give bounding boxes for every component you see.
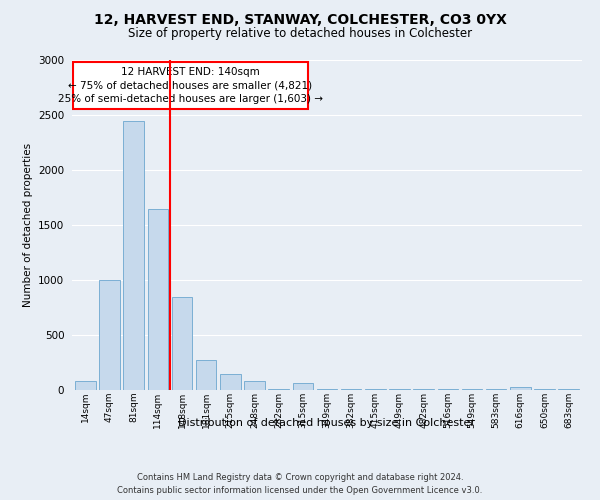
Text: Distribution of detached houses by size in Colchester: Distribution of detached houses by size … [179, 418, 476, 428]
Bar [510, 387, 530, 390]
Bar [293, 384, 313, 390]
Text: ← 75% of detached houses are smaller (4,821): ← 75% of detached houses are smaller (4,… [68, 80, 313, 90]
Bar [268, 389, 289, 390]
Bar [317, 389, 337, 390]
Bar [196, 360, 217, 390]
FancyBboxPatch shape [73, 62, 308, 109]
Bar [148, 208, 168, 390]
Text: 12, HARVEST END, STANWAY, COLCHESTER, CO3 0YX: 12, HARVEST END, STANWAY, COLCHESTER, CO… [94, 12, 506, 26]
Text: Contains HM Land Registry data © Crown copyright and database right 2024.
Contai: Contains HM Land Registry data © Crown c… [118, 474, 482, 495]
Bar [99, 280, 120, 390]
Bar [244, 381, 265, 390]
Text: Size of property relative to detached houses in Colchester: Size of property relative to detached ho… [128, 28, 472, 40]
Text: 12 HARVEST END: 140sqm: 12 HARVEST END: 140sqm [121, 68, 260, 78]
Y-axis label: Number of detached properties: Number of detached properties [23, 143, 32, 307]
Bar [220, 374, 241, 390]
Bar [75, 381, 95, 390]
Bar [124, 120, 144, 390]
Bar [172, 296, 192, 390]
Text: 25% of semi-detached houses are larger (1,603) →: 25% of semi-detached houses are larger (… [58, 94, 323, 104]
